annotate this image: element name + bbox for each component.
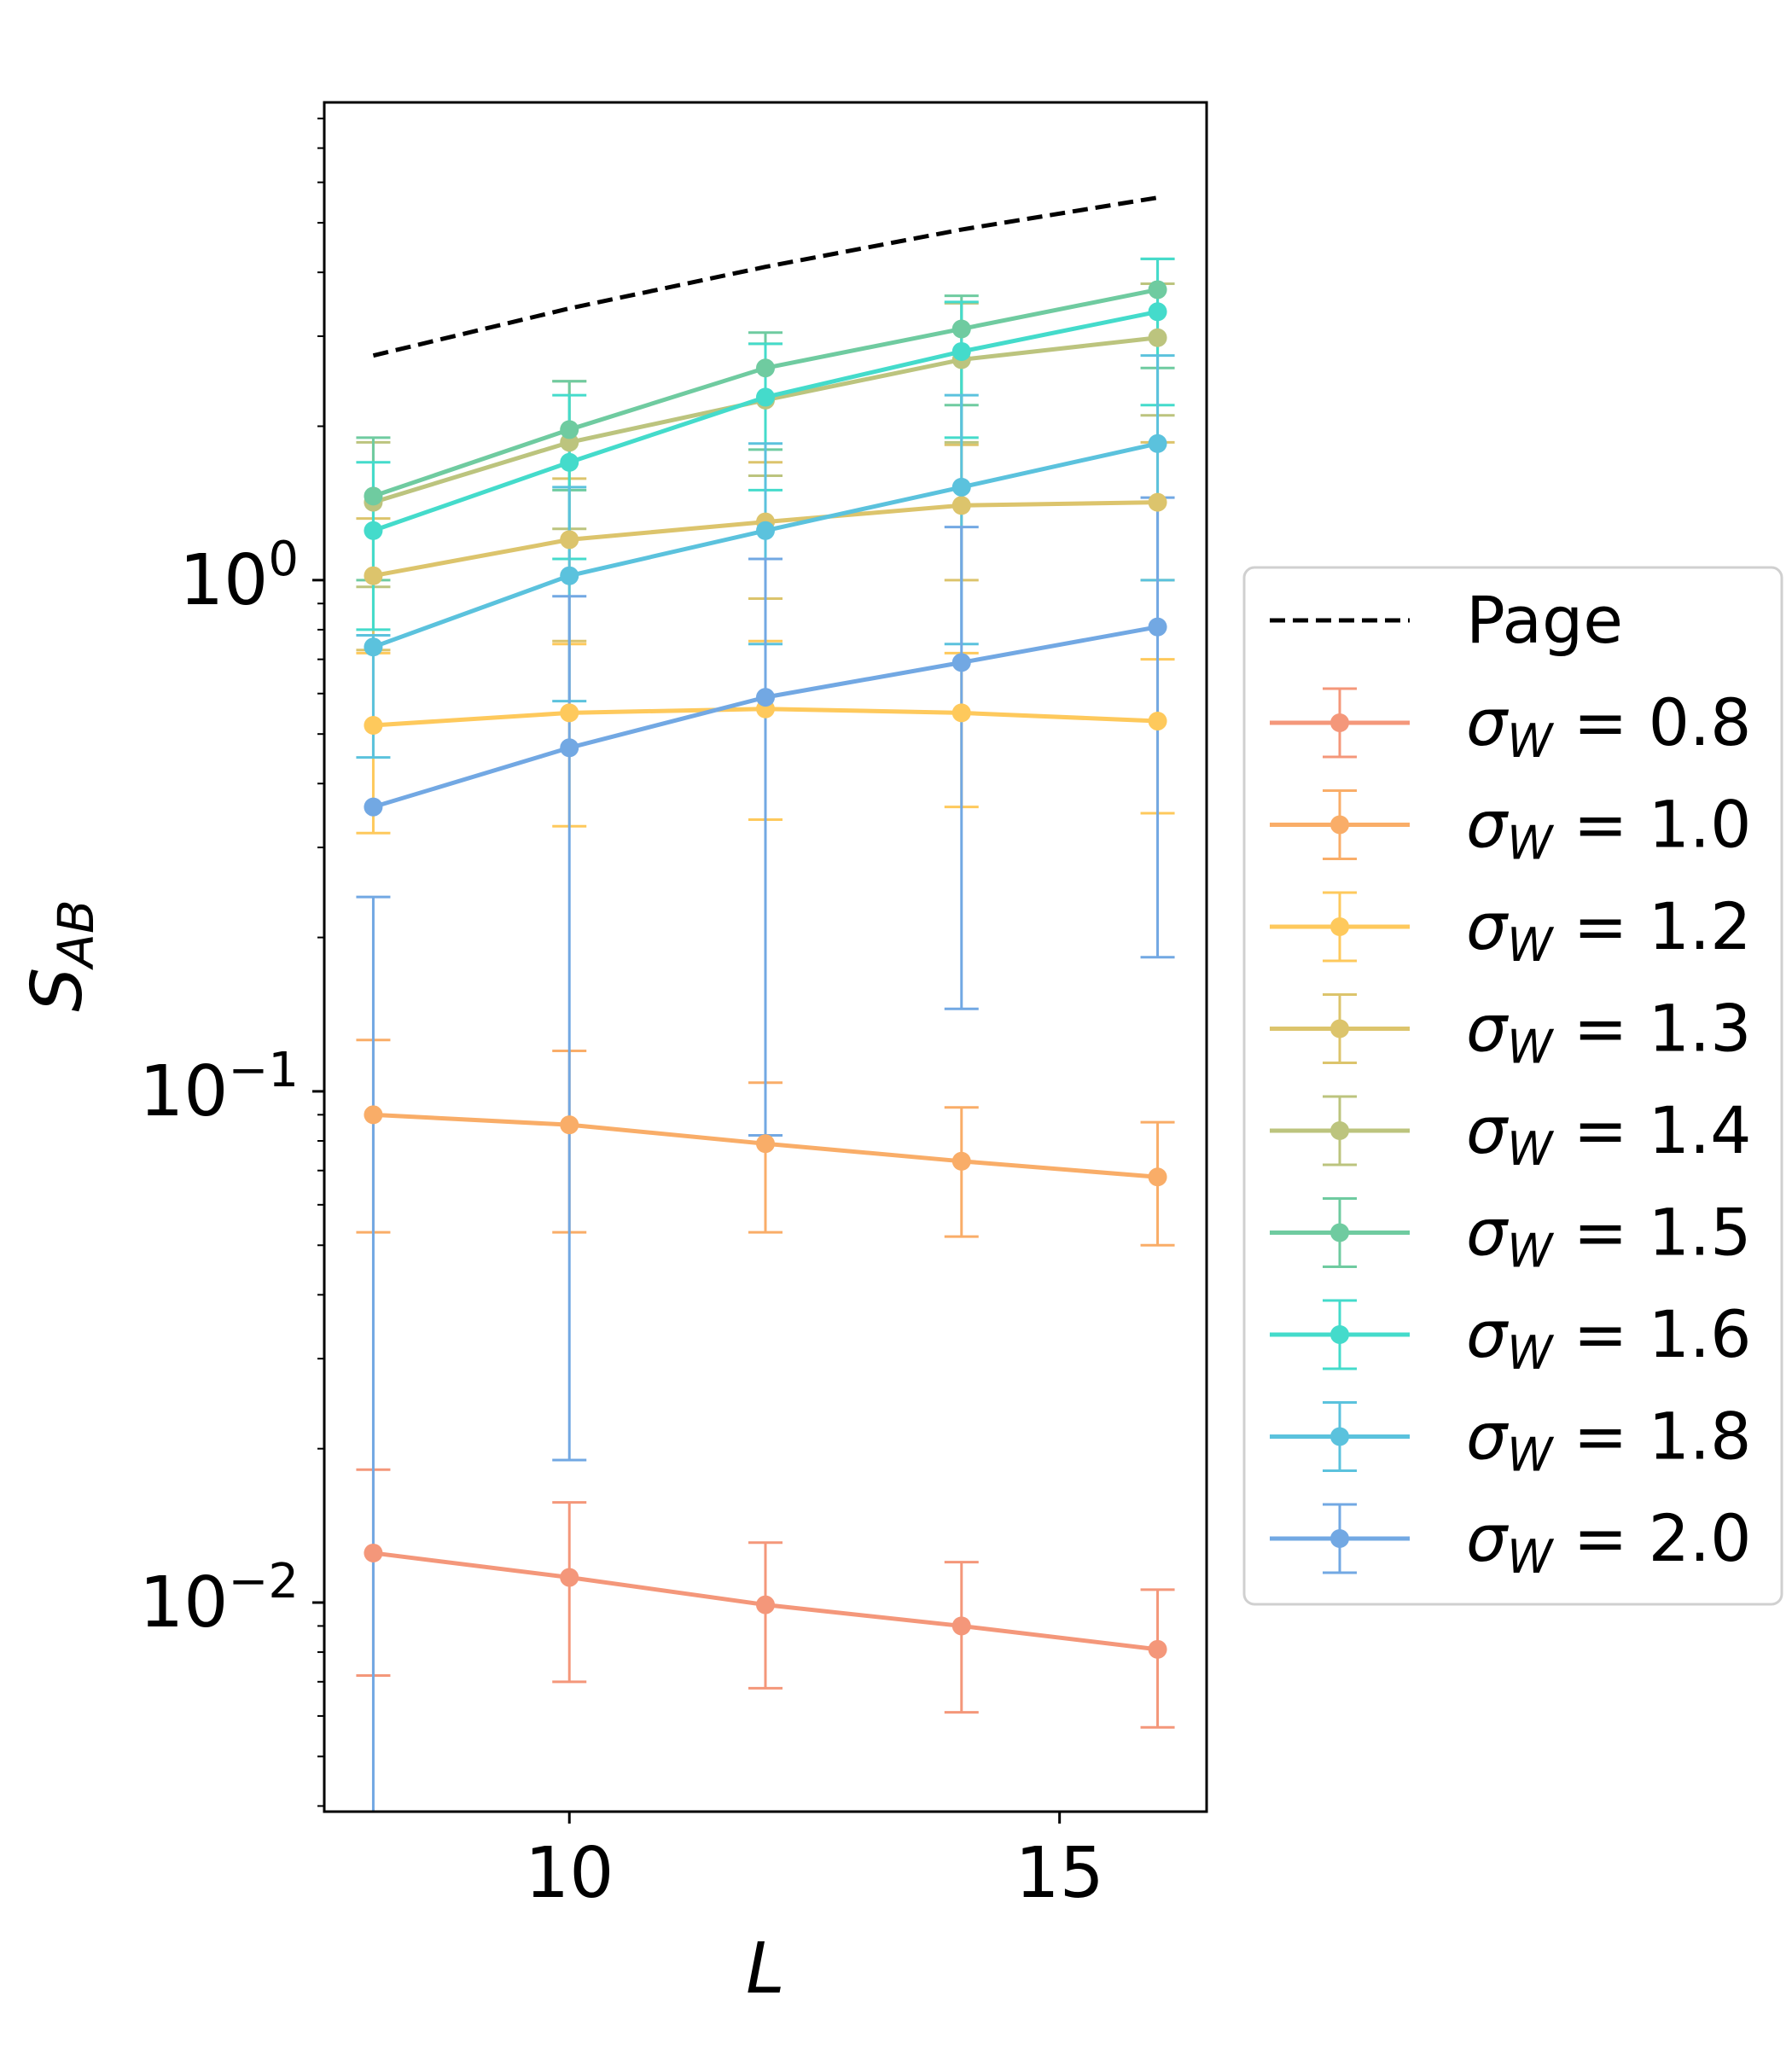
data-point [364, 1543, 383, 1562]
legend-label: σW = 1.0 [1466, 787, 1751, 870]
data-point [951, 653, 971, 672]
data-point [1148, 328, 1167, 347]
legend-marker [1330, 1223, 1349, 1242]
legend-marker [1330, 1325, 1349, 1344]
data-point [1148, 280, 1167, 300]
data-point [951, 341, 971, 361]
data-point [364, 521, 383, 540]
data-point [1148, 433, 1167, 453]
legend-marker [1330, 1427, 1349, 1446]
legend-label: σW = 1.8 [1466, 1399, 1751, 1482]
data-point [951, 319, 971, 339]
legend-marker [1330, 815, 1349, 835]
legend-label: σW = 1.3 [1466, 991, 1751, 1074]
data-point [1148, 1167, 1167, 1187]
x-axis-label: L [746, 1929, 785, 2010]
y-tick-label: 100 [179, 532, 299, 621]
legend-label: σW = 1.6 [1466, 1296, 1751, 1380]
series-group [356, 195, 1175, 1812]
plot-frame [323, 101, 1208, 1813]
legend-marker [1330, 917, 1349, 936]
legend: Page σW = 0.8 σW = 1.0 σW = 1.2 σW = 1.3 σW =… [1242, 566, 1783, 1606]
y-tick-label: 10−2 [139, 1554, 299, 1644]
legend-label-page: Page [1466, 582, 1623, 658]
page-curve [372, 195, 1158, 358]
data-point [560, 1115, 579, 1135]
legend-marker [1330, 713, 1349, 732]
data-point [560, 703, 579, 723]
data-point [1148, 712, 1167, 731]
legend-marker [1330, 1529, 1349, 1548]
data-point [364, 1105, 383, 1125]
data-point [951, 477, 971, 497]
legend-marker [1330, 1121, 1349, 1140]
data-point [560, 420, 579, 439]
data-point [364, 797, 383, 817]
data-point [756, 1595, 775, 1615]
data-point [1148, 617, 1167, 637]
data-point [951, 1616, 971, 1636]
data-point [364, 637, 383, 657]
data-point [364, 486, 383, 506]
data-point [560, 530, 579, 550]
y-axis-label: SAB [17, 899, 105, 1012]
data-point [951, 703, 971, 723]
axis-ticks: 10 15 100 10−1 10−2 [139, 117, 1104, 1914]
y-axis-label-sub: AB [47, 899, 105, 970]
x-tick-label: 15 [1015, 1833, 1103, 1914]
y-tick-label: 10−1 [139, 1043, 299, 1132]
data-point [756, 358, 775, 378]
data-point [756, 1134, 775, 1154]
legend-label: σW = 1.5 [1466, 1195, 1751, 1278]
data-point [756, 387, 775, 407]
data-point [364, 566, 383, 585]
legend-label: σW = 2.0 [1466, 1500, 1751, 1584]
data-point [1148, 1639, 1167, 1659]
data-point [951, 496, 971, 515]
data-point [756, 688, 775, 707]
y-axis-label-main: S [17, 968, 98, 1012]
x-tick-label: 10 [525, 1833, 614, 1914]
legend-label: σW = 1.4 [1466, 1092, 1751, 1176]
legend-marker [1330, 1019, 1349, 1039]
data-point [364, 715, 383, 735]
plot-area [356, 195, 1175, 1812]
data-point [560, 452, 579, 472]
legend-label: σW = 0.8 [1466, 684, 1751, 768]
data-point [951, 1151, 971, 1171]
data-point [756, 521, 775, 540]
data-point [560, 738, 579, 758]
legend-label: σW = 1.2 [1466, 888, 1751, 972]
data-point [1148, 492, 1167, 512]
data-point [560, 1568, 579, 1587]
data-point [1148, 302, 1167, 322]
data-point [560, 566, 579, 585]
